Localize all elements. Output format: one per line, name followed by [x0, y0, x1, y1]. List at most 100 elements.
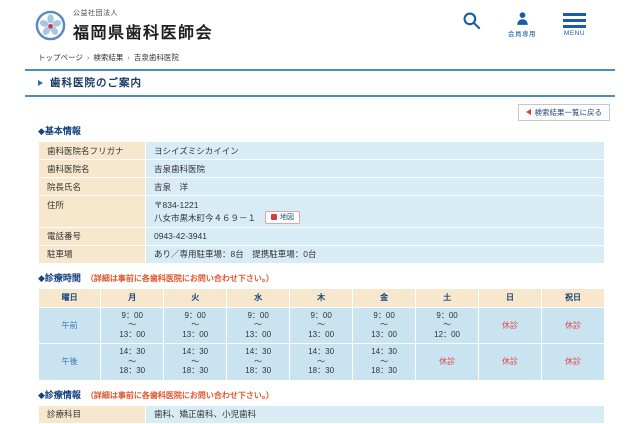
org-type-label: 公益社団法人	[73, 10, 118, 17]
hours-cell: 14：30 ～ 18：30	[289, 343, 354, 381]
hours-col-日: 日	[478, 287, 543, 308]
time-tilde: ～	[317, 356, 326, 366]
basic-info-label: 住所	[38, 195, 146, 228]
back-row: 検索結果一覧に戻る	[0, 102, 610, 121]
basic-info-value: ヨシイズミシカイイン	[145, 141, 605, 160]
header-actions: 会員専用 MENU	[462, 8, 586, 38]
basic-info-row: 駐車場 あり／専用駐車場：8台 提携駐車場：0台	[38, 244, 605, 264]
hours-col-水: 水	[226, 287, 291, 308]
basic-info-row: 電話番号 0943-42-3941	[38, 226, 605, 246]
basic-info-row: 院長氏名 吉泉 洋	[38, 177, 605, 196]
logo-emblem-icon	[35, 10, 66, 41]
hours-col-火: 火	[163, 287, 228, 308]
hours-row: 午後 14：30 ～ 18：30 14：30 ～ 18：30 14：30 ～ 18：30 14：30…	[37, 343, 605, 381]
hours-cell: 9：00 ～ 13：00	[100, 306, 165, 345]
page: 公益社団法人 福岡県歯科医師会 会員専用 MENU	[0, 8, 640, 424]
menu-label: MENU	[563, 29, 586, 37]
map-button-label: 地図	[280, 213, 295, 221]
time-to: 13：00	[371, 329, 397, 339]
hours-cell: 休診	[415, 343, 480, 381]
breadcrumb-item-3: 吉泉歯科医院	[133, 53, 179, 62]
breadcrumb: トップページ › 検索結果 › 吉泉歯科医院	[0, 48, 640, 63]
hours-cell: 9：00 ～ 13：00	[352, 306, 417, 345]
map-icon	[271, 213, 278, 220]
time-tilde: ～	[128, 356, 137, 366]
hours-cell: 休診	[541, 306, 605, 345]
clinical-info-row: 診療科目 歯科、矯正歯科、小児歯科	[38, 404, 605, 424]
basic-info-label: 院長氏名	[38, 177, 146, 196]
site-logo[interactable]: 公益社団法人 福岡県歯科医師会	[35, 8, 213, 43]
time-to: 18：30	[245, 366, 272, 376]
time-tilde: ～	[191, 356, 200, 366]
person-icon	[516, 12, 528, 25]
time-from: 14：30	[119, 347, 146, 357]
closed-label: 休診	[565, 320, 582, 330]
time-to: 18：30	[308, 366, 335, 376]
breadcrumb-item-2[interactable]: 検索結果	[93, 53, 124, 62]
search-button[interactable]	[462, 11, 481, 30]
basic-info-row: 歯科医院名フリガナ ヨシイズミシカイイン	[38, 141, 605, 160]
hours-cell: 14：30 ～ 18：30	[100, 343, 165, 381]
clinical-info-heading: ◆診療情報 （詳細は事前に各歯科医院にお問い合わせ下さい。）	[38, 388, 605, 401]
time-from: 9：00	[247, 310, 269, 320]
time-tilde: ～	[128, 320, 137, 330]
map-button[interactable]: 地図	[265, 210, 301, 224]
hours-col-月: 月	[100, 287, 165, 308]
back-to-results-button[interactable]: 検索結果一覧に戻る	[517, 103, 610, 121]
search-icon	[463, 12, 481, 30]
address-line: 〒834-1221	[154, 199, 199, 210]
clinical-info-heading-text: ◆診療情報	[38, 389, 81, 400]
members-only-button[interactable]: 会員専用	[508, 11, 536, 38]
closed-label: 休診	[502, 320, 519, 330]
time-tilde: ～	[380, 320, 389, 330]
hours-cell: 9：00 ～ 13：00	[289, 306, 354, 345]
basic-info-label: 駐車場	[38, 244, 146, 264]
closed-label: 休診	[565, 357, 582, 367]
hours-col-金: 金	[352, 287, 417, 308]
basic-info-value: 吉泉歯科医院	[145, 159, 605, 178]
hours-note: （詳細は事前に各歯科医院にお問い合わせ下さい。）	[85, 273, 274, 283]
hours-cell: 休診	[478, 306, 543, 345]
hours-row-label: 午後	[37, 343, 102, 381]
time-from: 9：00	[436, 310, 458, 320]
clinical-info-note: （詳細は事前に各歯科医院にお問い合わせ下さい。）	[85, 390, 274, 400]
page-title-bar: 歯科医院のご案内	[25, 69, 615, 97]
hamburger-icon	[563, 11, 586, 28]
breadcrumb-separator: ›	[127, 53, 130, 62]
basic-info-row: 住所 〒834-1221 八女市黒木町今４６９－１ 地図	[38, 195, 605, 228]
hours-cell: 14：30 ～ 18：30	[352, 343, 417, 381]
time-from: 14：30	[371, 347, 397, 357]
address-line: 八女市黒木町今４６９－１ 地図	[154, 210, 596, 224]
time-from: 9：00	[184, 310, 206, 320]
members-only-label: 会員専用	[508, 31, 536, 38]
hours-cell: 9：00 ～ 13：00	[163, 306, 228, 345]
basic-info-heading-text: ◆基本情報	[38, 126, 81, 136]
time-from: 9：00	[373, 310, 395, 320]
hours-cell: 9：00 ～ 13：00	[226, 306, 291, 345]
basic-info-value: 〒834-1221 八女市黒木町今４６９－１ 地図	[145, 195, 605, 228]
time-from: 9：00	[310, 310, 332, 320]
hours-heading: ◆診療時間 （詳細は事前に各歯科医院にお問い合わせ下さい。）	[38, 271, 605, 284]
time-to: 13：00	[245, 329, 272, 339]
hours-col-土: 土	[415, 287, 480, 308]
logo-text: 公益社団法人 福岡県歯科医師会	[73, 8, 213, 43]
back-arrow-icon	[525, 109, 531, 115]
basic-info-table: 歯科医院名フリガナ ヨシイズミシカイイン 歯科医院名 吉泉歯科医院 院長氏名 吉泉 洋住所…	[38, 141, 605, 264]
basic-info-value: 0943-42-3941	[145, 226, 605, 246]
closed-label: 休診	[439, 357, 456, 367]
basic-info-row: 歯科医院名 吉泉歯科医院	[38, 159, 605, 178]
breadcrumb-item-1[interactable]: トップページ	[38, 53, 83, 62]
hours-cell: 14：30 ～ 18：30	[163, 343, 228, 381]
time-from: 14：30	[182, 347, 209, 357]
time-to: 18：30	[119, 366, 146, 376]
hours-table: 曜日月火水木金土日祝日 午前 9：00 ～ 13：00 9：00 ～ 13：00 9：00 ～ 13…	[37, 287, 605, 381]
clinical-info-value: 歯科、矯正歯科、小児歯科	[145, 404, 605, 424]
hours-col-祝日: 祝日	[541, 287, 605, 308]
menu-button[interactable]: MENU	[563, 11, 586, 37]
hours-col-day: 曜日	[37, 287, 102, 308]
hours-heading-text: ◆診療時間	[38, 272, 81, 283]
hours-cell: 14：30 ～ 18：30	[226, 343, 291, 381]
basic-info-value: 吉泉 洋	[145, 177, 605, 196]
basic-info-label: 電話番号	[38, 226, 146, 246]
basic-info-label: 歯科医院名	[38, 159, 146, 178]
